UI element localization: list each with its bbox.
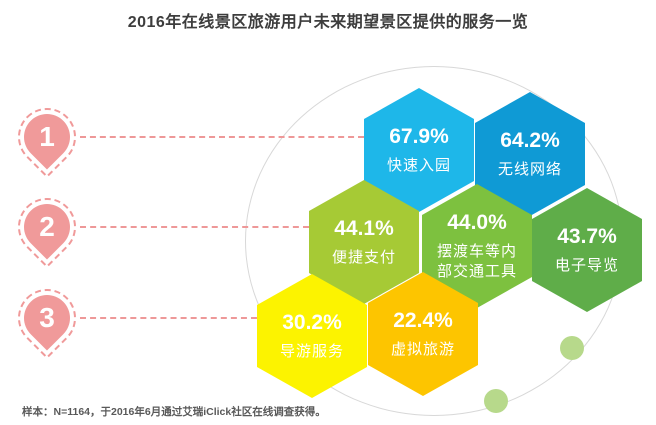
decor-dot-2 xyxy=(484,389,508,413)
value-label: 22.4% xyxy=(393,308,453,332)
service-label: 电子导览 xyxy=(554,256,619,274)
rank-number: 1 xyxy=(39,121,55,152)
rank-pin-1: 1 xyxy=(5,95,89,179)
decor-dot-1 xyxy=(560,336,584,360)
value-label: 30.2% xyxy=(282,310,342,334)
rank-number: 3 xyxy=(39,302,55,333)
connector-line-1 xyxy=(80,136,364,138)
chart-title: 2016年在线景区旅游用户未来期望景区提供的服务一览 xyxy=(127,14,529,31)
value-label: 64.2% xyxy=(500,128,560,152)
value-label: 67.9% xyxy=(389,124,449,148)
connector-line-2 xyxy=(80,226,309,228)
value-label: 43.7% xyxy=(557,224,617,248)
value-label: 44.0% xyxy=(447,210,507,234)
service-label: 无线网络 xyxy=(497,160,562,178)
connector-line-3 xyxy=(80,317,257,319)
rank-pin-3: 3 xyxy=(5,276,89,360)
service-label: 导游服务 xyxy=(279,342,344,360)
service-label: 便捷支付 xyxy=(331,248,396,266)
rank-pin-2: 2 xyxy=(5,185,89,269)
sample-footnote: 样本：N=1164，于2016年6月通过艾瑞iClick社区在线调查获得。 xyxy=(22,406,326,418)
value-label: 44.1% xyxy=(334,216,394,240)
service-label: 虚拟旅游 xyxy=(390,340,455,358)
rank-number: 2 xyxy=(39,211,55,242)
service-label: 摆渡车等内部交通工具 xyxy=(436,243,517,280)
service-label: 快速入园 xyxy=(386,156,451,174)
